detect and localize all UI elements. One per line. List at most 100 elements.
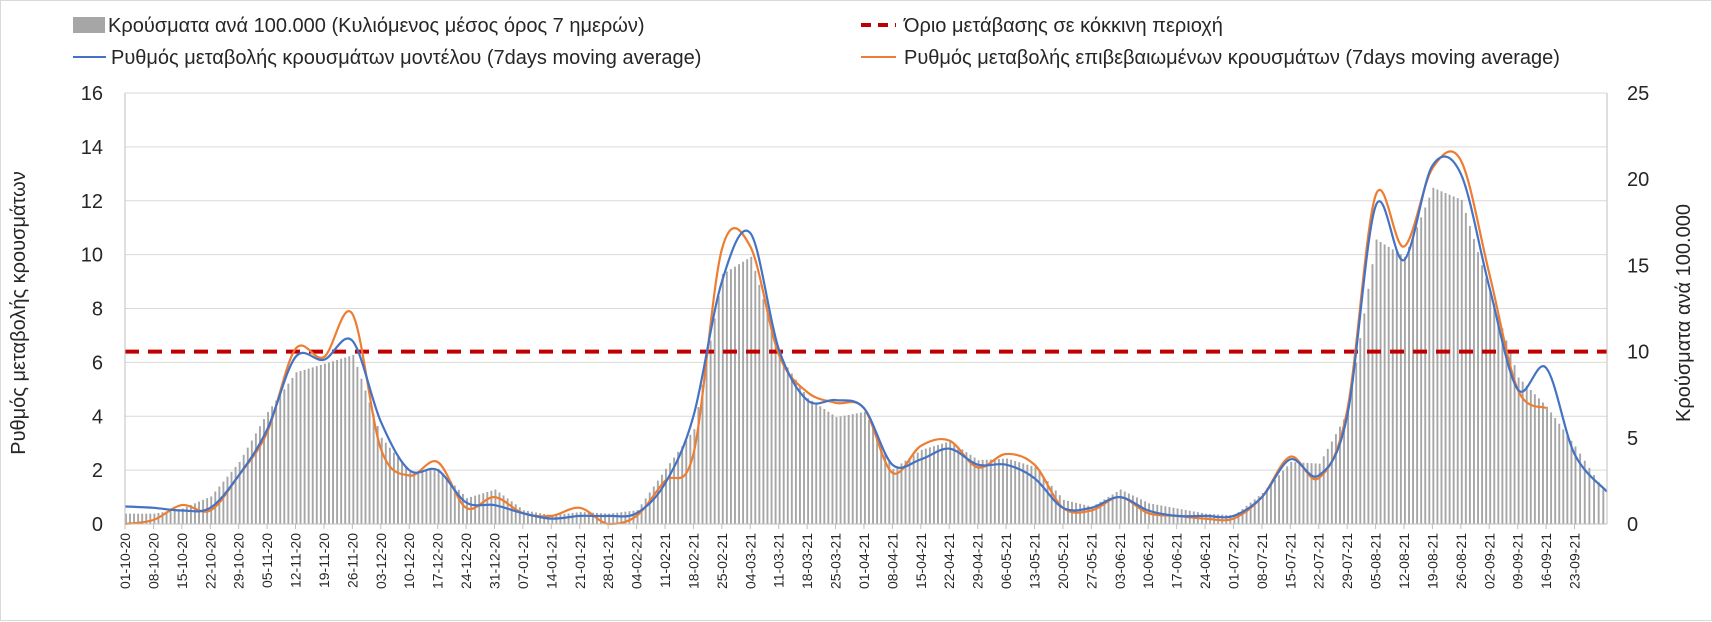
case-bar (624, 511, 627, 524)
grid-lines (125, 92, 1607, 525)
case-bar (1079, 503, 1082, 524)
case-bar (194, 503, 196, 524)
case-bar (311, 367, 314, 524)
case-bar (1403, 256, 1406, 524)
case-bar (1290, 461, 1293, 524)
case-bar (1058, 495, 1061, 524)
legend: Κρούσματα ανά 100.000 (Κυλιόμενος μέσος … (73, 15, 1560, 69)
case-bar (498, 492, 501, 524)
case-bar (600, 513, 602, 524)
case-bar (1046, 481, 1049, 524)
case-bar (1306, 462, 1309, 524)
case-bar (689, 434, 692, 524)
case-bar (230, 471, 233, 524)
case-bar (892, 468, 895, 524)
case-bar (1282, 470, 1285, 524)
x-tick-label: 24-12-20 (458, 533, 474, 589)
case-bar (482, 493, 485, 524)
case-bar (868, 420, 870, 524)
x-tick-label: 15-10-20 (174, 533, 190, 589)
case-bar (721, 274, 724, 524)
case-bar (1115, 491, 1118, 524)
x-tick-label: 03-06-21 (1112, 533, 1128, 589)
case-bar (1355, 362, 1358, 524)
case-bar (356, 366, 359, 524)
case-bar (1408, 246, 1410, 524)
case-bar (510, 501, 513, 524)
x-tick-label: 28-01-21 (600, 533, 616, 589)
case-bar (660, 474, 663, 524)
case-bar (1375, 239, 1378, 525)
case-bar (462, 493, 464, 524)
case-bar (855, 413, 858, 524)
case-bar (969, 454, 972, 524)
case-bar (185, 506, 188, 524)
case-bar (656, 480, 659, 524)
bar-series-cases (125, 187, 1605, 525)
y-axis-left-title: Ρυθμός μεταβολής κρουσμάτων (8, 171, 30, 455)
case-bar (1111, 494, 1114, 524)
case-bar (453, 485, 456, 524)
case-bar (283, 389, 286, 524)
case-bar (790, 373, 793, 524)
case-bar (1428, 197, 1431, 524)
case-bar (189, 505, 192, 524)
case-bar (1298, 462, 1301, 524)
case-bar (1265, 488, 1268, 524)
x-tick-label: 11-03-21 (771, 533, 787, 588)
case-bar (608, 513, 611, 524)
case-bar (965, 452, 968, 524)
case-bar (1274, 479, 1276, 524)
case-bar (685, 440, 688, 524)
case-bar (1127, 493, 1130, 524)
case-bar (226, 476, 229, 524)
case-bar (738, 264, 741, 524)
case-bar (1533, 394, 1536, 524)
case-bar (1087, 505, 1090, 524)
case-bar (417, 471, 420, 524)
x-tick-label: 29-07-21 (1339, 533, 1355, 589)
case-bar (762, 298, 765, 524)
case-bar (1529, 390, 1532, 524)
case-bar (713, 318, 716, 524)
case-bar (904, 460, 907, 524)
case-bar (425, 470, 428, 524)
case-bar (539, 513, 542, 524)
case-bar (405, 467, 408, 524)
case-bar (1367, 288, 1370, 524)
case-bar (697, 407, 700, 524)
case-bar (575, 512, 578, 524)
case-bar (823, 408, 826, 524)
case-bar (129, 513, 131, 524)
case-bar (332, 361, 334, 524)
case-bar (563, 513, 566, 524)
case-bar (125, 513, 127, 524)
case-bar (165, 511, 168, 524)
x-tick-label: 19-08-21 (1424, 533, 1440, 589)
case-bar (543, 513, 546, 524)
case-bar (466, 498, 468, 524)
case-bar (372, 414, 375, 524)
legend-swatch-bars (73, 17, 105, 33)
case-bar (1314, 463, 1317, 524)
case-bar (437, 468, 440, 524)
case-bar (1602, 489, 1605, 524)
case-bar (307, 368, 310, 524)
case-bar (1436, 189, 1439, 524)
x-tick-label: 01-04-21 (856, 533, 872, 589)
case-bar (315, 366, 318, 524)
case-bar (644, 498, 647, 524)
case-bar (287, 383, 290, 524)
case-bar (1505, 340, 1508, 524)
legend-label-model: Ρυθμός μεταβολής κρουσμάτων μοντέλου (7d… (111, 47, 701, 69)
case-bar (1387, 246, 1390, 524)
case-bar (1542, 402, 1544, 524)
y-left-tick-label: 10 (81, 245, 103, 267)
case-bar (977, 460, 980, 524)
case-bar (579, 511, 582, 524)
case-bar (758, 284, 761, 524)
y-left-tick-label: 12 (81, 191, 103, 213)
case-bar (799, 385, 801, 524)
